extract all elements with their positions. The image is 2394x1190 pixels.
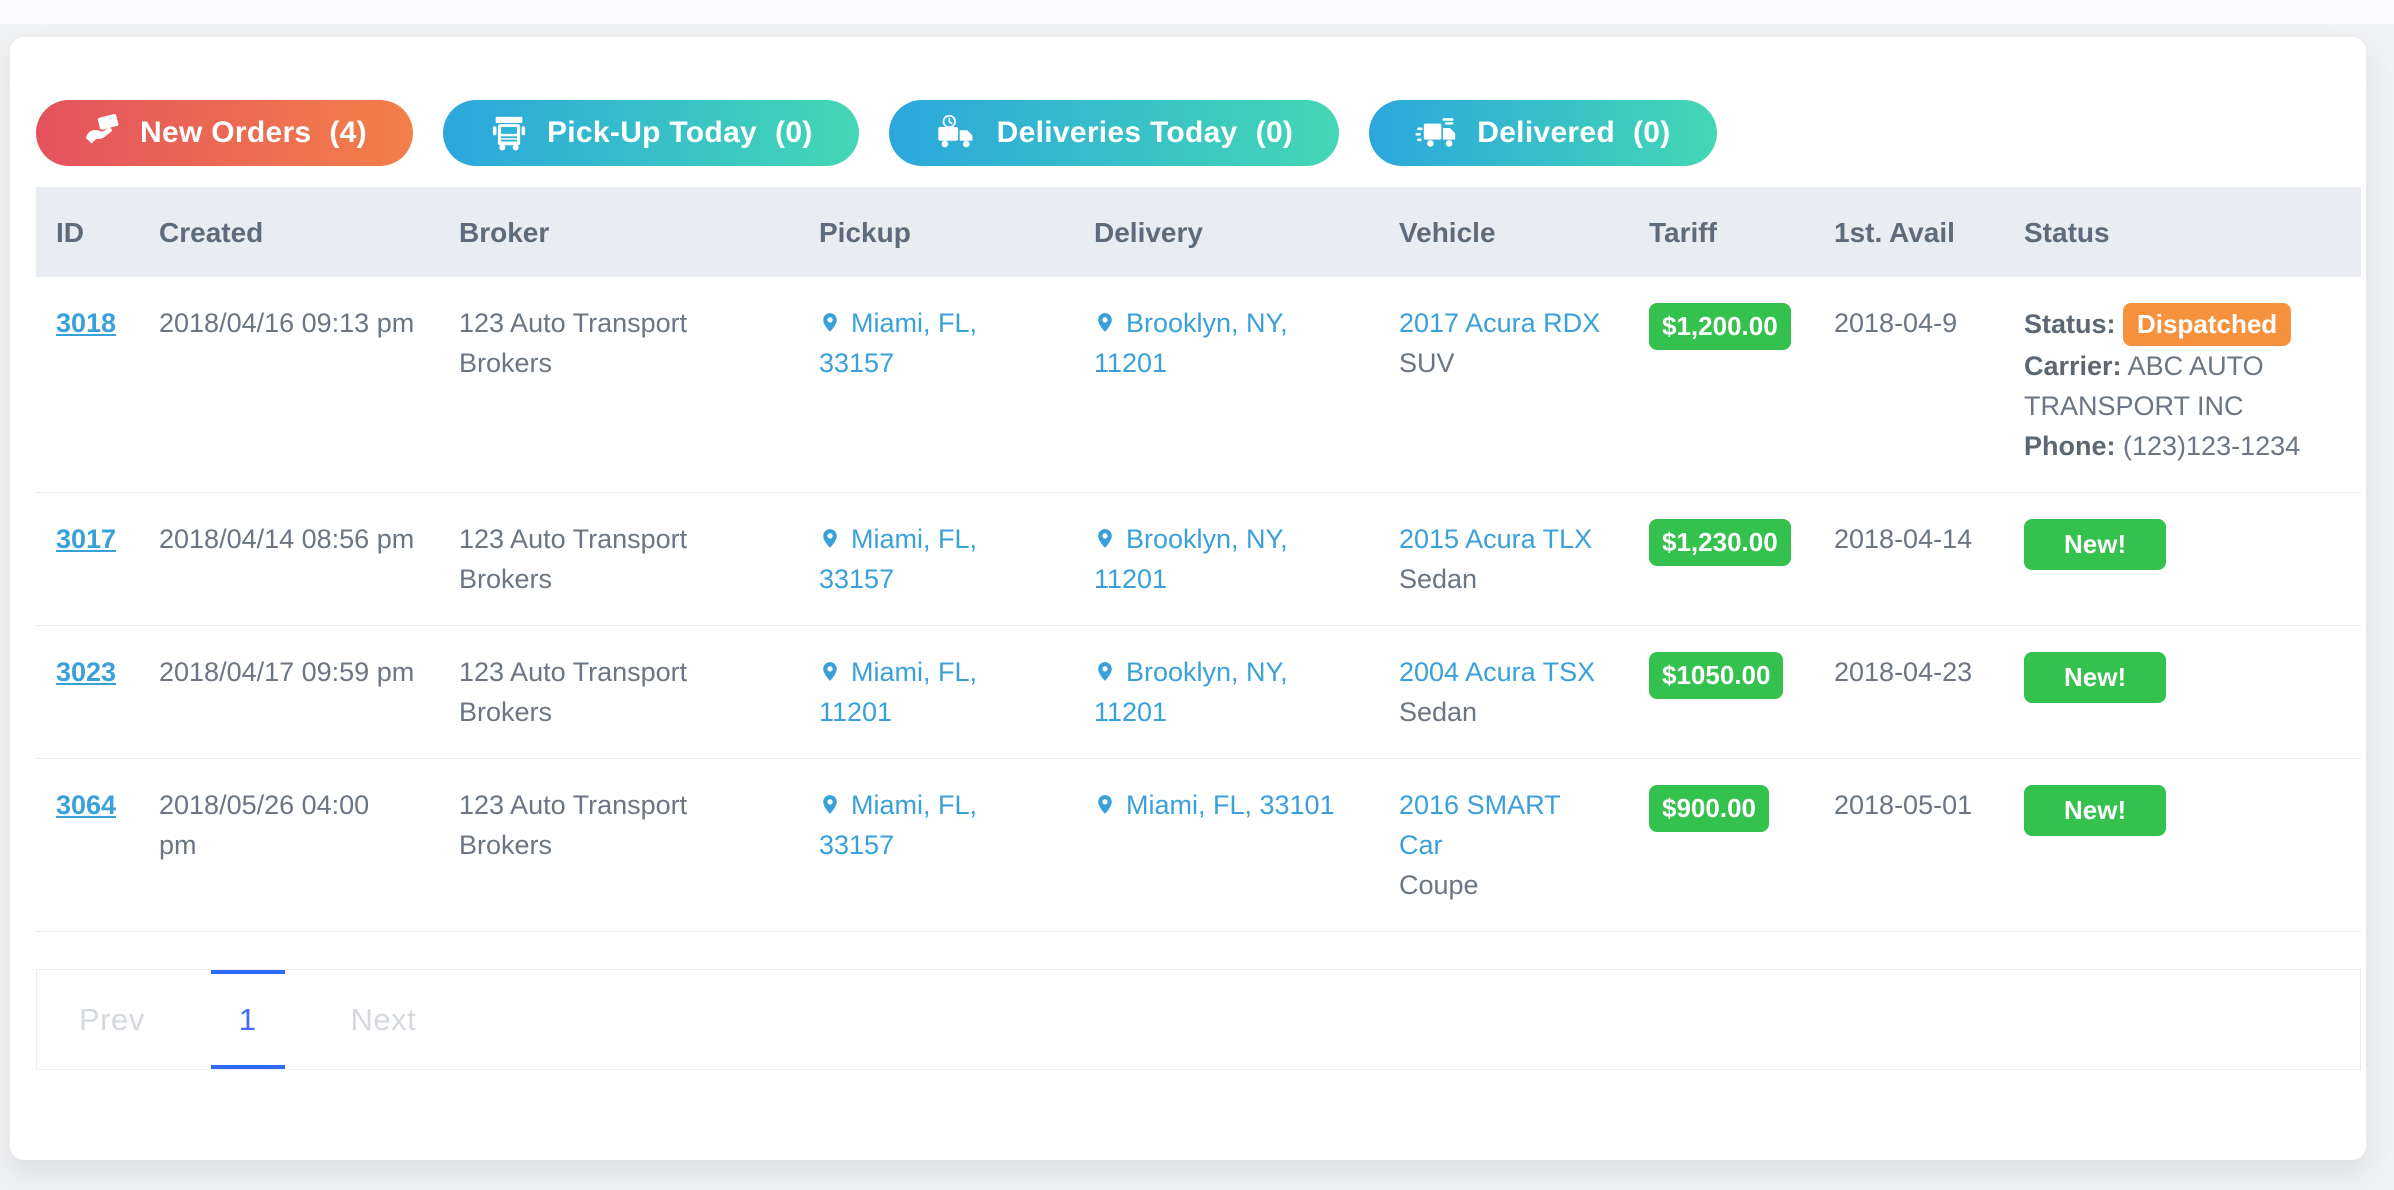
orders-tbody: 3018 2018/04/16 09:13 pm 123 Auto Transp… (36, 277, 2361, 932)
table-row: 3023 2018/04/17 09:59 pm 123 Auto Transp… (36, 626, 2361, 759)
table-header-row: ID Created Broker Pickup Delivery Vehicl… (36, 187, 2361, 277)
hand-card-icon (82, 113, 122, 153)
vehicle-link[interactable]: 2017 Acura RDX (1399, 303, 1600, 343)
tariff-badge: $900.00 (1649, 785, 1769, 832)
filter-label: Deliveries Today (997, 116, 1238, 150)
vehicle-type: SUV (1399, 343, 1609, 383)
order-id-link[interactable]: 3017 (56, 524, 116, 554)
status-new-badge: New! (2024, 785, 2166, 836)
vehicle-link[interactable]: 2004 Acura TSX (1399, 652, 1595, 692)
phone-label: Phone: (2024, 431, 2116, 461)
pagination-prev[interactable]: Prev (57, 970, 167, 1069)
tariff-badge: $1050.00 (1649, 652, 1783, 699)
vehicle-type: Coupe (1399, 865, 1609, 905)
table-row: 3018 2018/04/16 09:13 pm 123 Auto Transp… (36, 277, 2361, 493)
broker-name: 123 Auto Transport Brokers (459, 657, 687, 727)
filter-count: (4) (329, 116, 367, 150)
filter-pickup-today-button[interactable]: Pick-Up Today (0) (443, 100, 859, 166)
status-cell: Status: DispatchedCarrier: ABC AUTO TRAN… (2004, 277, 2361, 493)
status-cell: New! (2004, 759, 2361, 932)
truck-clock-icon (935, 113, 979, 153)
tariff-badge: $1,200.00 (1649, 303, 1791, 350)
header-vehicle: Vehicle (1379, 187, 1629, 277)
truck-front-icon (489, 113, 529, 153)
first-available-date: 2018-04-23 (1834, 657, 1972, 687)
broker-name: 123 Auto Transport Brokers (459, 524, 687, 594)
pickup-location-link[interactable]: Miami, FL, 11201 (819, 657, 977, 727)
filter-label: Pick-Up Today (547, 116, 757, 150)
pickup-location-link[interactable]: Miami, FL, 33157 (819, 308, 977, 378)
location-pin-icon (1094, 525, 1116, 552)
status-label: Status: (2024, 309, 2116, 339)
location-pin-icon (819, 309, 841, 336)
first-available-date: 2018-04-9 (1834, 308, 1957, 338)
vehicle-link[interactable]: 2015 Acura TLX (1399, 519, 1592, 559)
pagination-next[interactable]: Next (329, 970, 439, 1069)
created-date: 2018/04/17 09:59 pm (159, 657, 414, 687)
header-tariff: Tariff (1629, 187, 1814, 277)
top-strip (0, 0, 2394, 24)
header-first-avail: 1st. Avail (1814, 187, 2004, 277)
header-delivery: Delivery (1074, 187, 1379, 277)
filter-label: Delivered (1477, 116, 1615, 150)
status-cell: New! (2004, 493, 2361, 626)
order-id-link[interactable]: 3018 (56, 308, 116, 338)
header-created: Created (139, 187, 439, 277)
filter-count: (0) (1633, 116, 1671, 150)
status-line: Status: Dispatched (2024, 303, 2341, 346)
delivery-location-link[interactable]: Miami, FL, 33101 (1126, 790, 1335, 820)
location-pin-icon (1094, 658, 1116, 685)
vehicle-link[interactable]: 2016 SMART Car (1399, 785, 1609, 865)
created-date: 2018/05/26 04:00 pm (159, 790, 369, 860)
carrier-label: Carrier: (2024, 351, 2122, 381)
first-available-date: 2018-04-14 (1834, 524, 1972, 554)
pickup-location-link[interactable]: Miami, FL, 33157 (819, 524, 977, 594)
delivery-location-link[interactable]: Brooklyn, NY, 11201 (1094, 308, 1288, 378)
created-date: 2018/04/16 09:13 pm (159, 308, 414, 338)
table-row: 3064 2018/05/26 04:00 pm 123 Auto Transp… (36, 759, 2361, 932)
pagination-page-1[interactable]: 1 (211, 970, 285, 1069)
header-status: Status (2004, 187, 2361, 277)
status-dispatched-badge: Dispatched (2123, 303, 2291, 346)
order-id-link[interactable]: 3064 (56, 790, 116, 820)
tariff-badge: $1,230.00 (1649, 519, 1791, 566)
table-row: 3017 2018/04/14 08:56 pm 123 Auto Transp… (36, 493, 2361, 626)
pagination: Prev 1 Next (36, 969, 2361, 1070)
location-pin-icon (1094, 309, 1116, 336)
header-id: ID (36, 187, 139, 277)
status-cell: New! (2004, 626, 2361, 759)
created-date: 2018/04/14 08:56 pm (159, 524, 414, 554)
carrier-line: Carrier: ABC AUTO TRANSPORT INC (2024, 346, 2341, 426)
header-pickup: Pickup (799, 187, 1074, 277)
filter-deliveries-today-button[interactable]: Deliveries Today (0) (889, 100, 1340, 166)
order-id-link[interactable]: 3023 (56, 657, 116, 687)
delivery-location-link[interactable]: Brooklyn, NY, 11201 (1094, 657, 1288, 727)
location-pin-icon (1094, 791, 1116, 818)
filter-delivered-button[interactable]: Delivered (0) (1369, 100, 1716, 166)
status-new-badge: New! (2024, 652, 2166, 703)
pickup-location-link[interactable]: Miami, FL, 33157 (819, 790, 977, 860)
location-pin-icon (819, 791, 841, 818)
header-broker: Broker (439, 187, 799, 277)
filter-count: (0) (1256, 116, 1294, 150)
filter-new-orders-button[interactable]: New Orders (4) (36, 100, 413, 166)
filter-label: New Orders (140, 116, 311, 150)
location-pin-icon (819, 658, 841, 685)
delivery-location-link[interactable]: Brooklyn, NY, 11201 (1094, 524, 1288, 594)
orders-table: ID Created Broker Pickup Delivery Vehicl… (36, 187, 2361, 932)
phone-line: Phone: (123)123-1234 (2024, 426, 2341, 466)
vehicle-type: Sedan (1399, 692, 1609, 732)
status-new-badge: New! (2024, 519, 2166, 570)
orders-panel: New Orders (4) (10, 37, 2366, 1160)
first-available-date: 2018-05-01 (1834, 790, 1972, 820)
filter-buttons-bar: New Orders (4) (36, 100, 2366, 166)
broker-name: 123 Auto Transport Brokers (459, 308, 687, 378)
broker-name: 123 Auto Transport Brokers (459, 790, 687, 860)
vehicle-type: Sedan (1399, 559, 1609, 599)
location-pin-icon (819, 525, 841, 552)
filter-count: (0) (775, 116, 813, 150)
truck-fast-icon (1415, 113, 1459, 153)
